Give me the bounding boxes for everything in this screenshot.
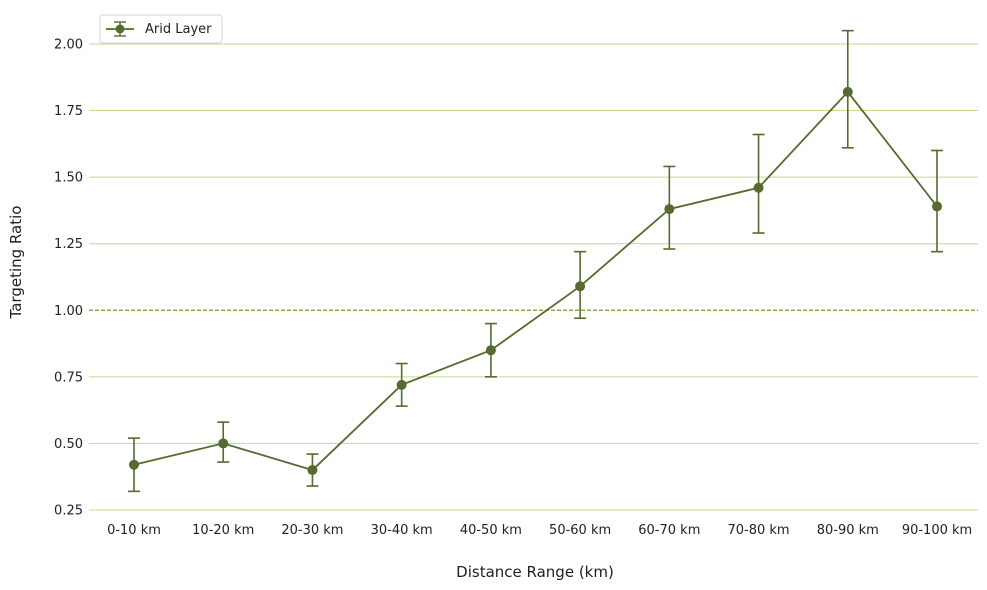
data-points: [129, 86, 942, 476]
x-tick-label: 60-70 km: [638, 523, 700, 538]
x-tick-label: 50-60 km: [549, 523, 611, 538]
y-tick-label: 0.25: [54, 504, 83, 519]
data-point: [932, 201, 942, 212]
x-tick-label: 20-30 km: [281, 523, 343, 538]
data-point: [842, 86, 853, 97]
x-tick-label: 0-10 km: [107, 523, 161, 538]
y-tick-label: 1.75: [54, 104, 83, 119]
legend-label: Arid Layer: [145, 22, 212, 37]
legend-box: [99, 14, 223, 44]
data-point: [129, 459, 139, 470]
data-point: [753, 182, 764, 193]
x-tick-label: 80-90 km: [817, 523, 879, 538]
x-axis-label: Distance Range (km): [456, 563, 614, 581]
y-tick-label: 0.50: [54, 437, 83, 452]
y-tick-label: 1.00: [54, 304, 83, 319]
grid-lines: [89, 43, 978, 511]
data-point: [485, 345, 496, 356]
legend-handle: [106, 21, 134, 37]
legend: Arid Layer: [99, 14, 223, 44]
data-point: [396, 379, 407, 390]
y-tick-label: 2.00: [54, 37, 83, 52]
series-line-group: [133, 90, 938, 472]
x-tick-label: 90-100 km: [902, 523, 972, 538]
y-tick-label: 0.75: [54, 370, 83, 385]
data-point: [575, 281, 586, 292]
series-line: [133, 90, 938, 472]
y-tick-label: 1.25: [54, 237, 83, 252]
x-tick-labels: 0-10 km 10-20 km 20-30 km 30-40 km 40-50 km 5…: [107, 523, 972, 538]
y-axis-label: Targeting Ratio: [7, 206, 25, 320]
data-point: [664, 204, 675, 215]
x-tick-label: 70-80 km: [728, 523, 790, 538]
legend-marker: [115, 24, 125, 34]
y-tick-labels: 0.25 0.50 0.75 1.00 1.25 1.50 1.75 2.00: [54, 37, 83, 518]
data-point: [218, 438, 229, 449]
x-tick-label: 40-50 km: [460, 523, 522, 538]
y-tick-label: 1.50: [54, 171, 83, 186]
error-bar: [931, 149, 943, 253]
x-tick-label: 10-20 km: [192, 523, 254, 538]
error-bars: [128, 29, 943, 493]
x-tick-label: 30-40 km: [371, 523, 433, 538]
data-point: [307, 465, 318, 476]
